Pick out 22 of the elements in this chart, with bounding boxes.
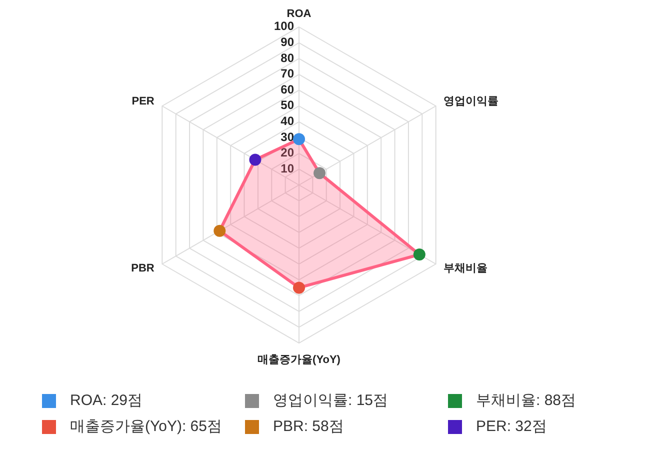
scale-label: 60	[280, 82, 294, 96]
note: PBR: 58점	[273, 418, 344, 435]
scale-label: 20	[280, 146, 294, 160]
spoke-label: 영업이익률	[444, 95, 499, 108]
scale-label: 70	[280, 66, 294, 81]
note: 매출증가율(YoY): 65점	[70, 418, 222, 435]
scale-label: 40	[280, 114, 294, 128]
spoke-label: PER	[132, 95, 154, 108]
note: PER: 32점	[476, 418, 547, 435]
note: 부채비율: 88점	[476, 392, 576, 409]
scale-label: 80	[280, 50, 294, 65]
spoke-label: ROA	[286, 8, 312, 20]
scale-label: 100	[274, 19, 294, 34]
spoke-label: 매출증가율(YoY)	[258, 354, 340, 366]
spoke-label: 부채비율	[444, 262, 488, 274]
note: 영업이익률: 15점	[273, 392, 388, 409]
spoke-label: PBR	[131, 262, 154, 274]
scale-label: 90	[280, 34, 294, 49]
scale-label: 50	[280, 98, 294, 112]
scale-label: 30	[280, 130, 294, 144]
scale-label: 10	[280, 161, 294, 176]
note: ROA: 29점	[70, 392, 143, 409]
